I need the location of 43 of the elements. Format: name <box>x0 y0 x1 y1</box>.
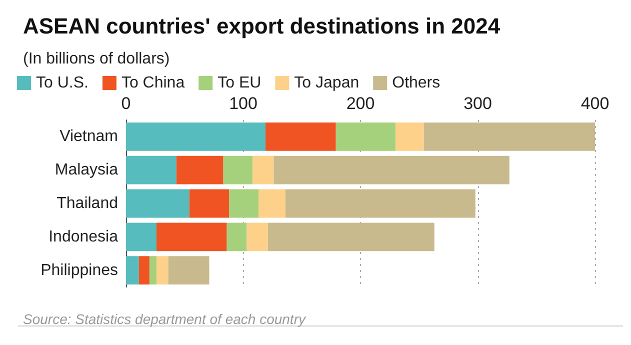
legend-label: To Japan <box>294 74 360 92</box>
legend-label: To China <box>121 74 185 92</box>
bar <box>266 122 336 151</box>
bar <box>176 156 224 184</box>
bar <box>126 189 190 218</box>
bar <box>246 222 268 252</box>
y-tick-label: Vietnam <box>60 128 118 146</box>
bar <box>268 222 434 252</box>
x-tick-label: 300 <box>464 94 492 113</box>
x-tick-label: 0 <box>121 94 131 113</box>
legend-label: To U.S. <box>36 74 88 92</box>
bar <box>168 256 210 284</box>
x-tick-label: 100 <box>229 94 258 113</box>
bar <box>126 122 266 151</box>
bar <box>396 122 424 151</box>
bar <box>126 256 139 284</box>
x-tick-label: 200 <box>346 94 375 113</box>
bar <box>424 122 595 151</box>
y-tick-label: Indonesia <box>48 228 118 246</box>
bar <box>285 189 476 218</box>
legend-label: Others <box>392 74 440 92</box>
bar <box>126 222 156 252</box>
bar <box>223 156 253 184</box>
bar <box>252 156 274 184</box>
bar <box>149 256 156 284</box>
bar <box>258 189 286 218</box>
bar <box>126 156 176 184</box>
y-tick-label: Malaysia <box>54 162 118 179</box>
bar <box>138 256 150 284</box>
bar <box>336 122 396 151</box>
bar <box>156 256 168 284</box>
bar <box>226 222 247 252</box>
bar <box>274 156 510 184</box>
bar <box>229 189 258 218</box>
legend-label: To EU <box>218 74 262 92</box>
chart-title: ASEAN countries' export destinations in 2024 <box>23 14 501 38</box>
source-note: Source: Statistics department of each country <box>23 311 306 327</box>
x-tick-label: 400 <box>580 94 610 113</box>
y-tick-label: Thailand <box>56 195 118 212</box>
y-tick-label: Philippines <box>40 262 118 279</box>
chart-subtitle: (In billions of dollars) <box>23 50 170 68</box>
bar <box>189 189 230 218</box>
bar <box>156 222 227 252</box>
